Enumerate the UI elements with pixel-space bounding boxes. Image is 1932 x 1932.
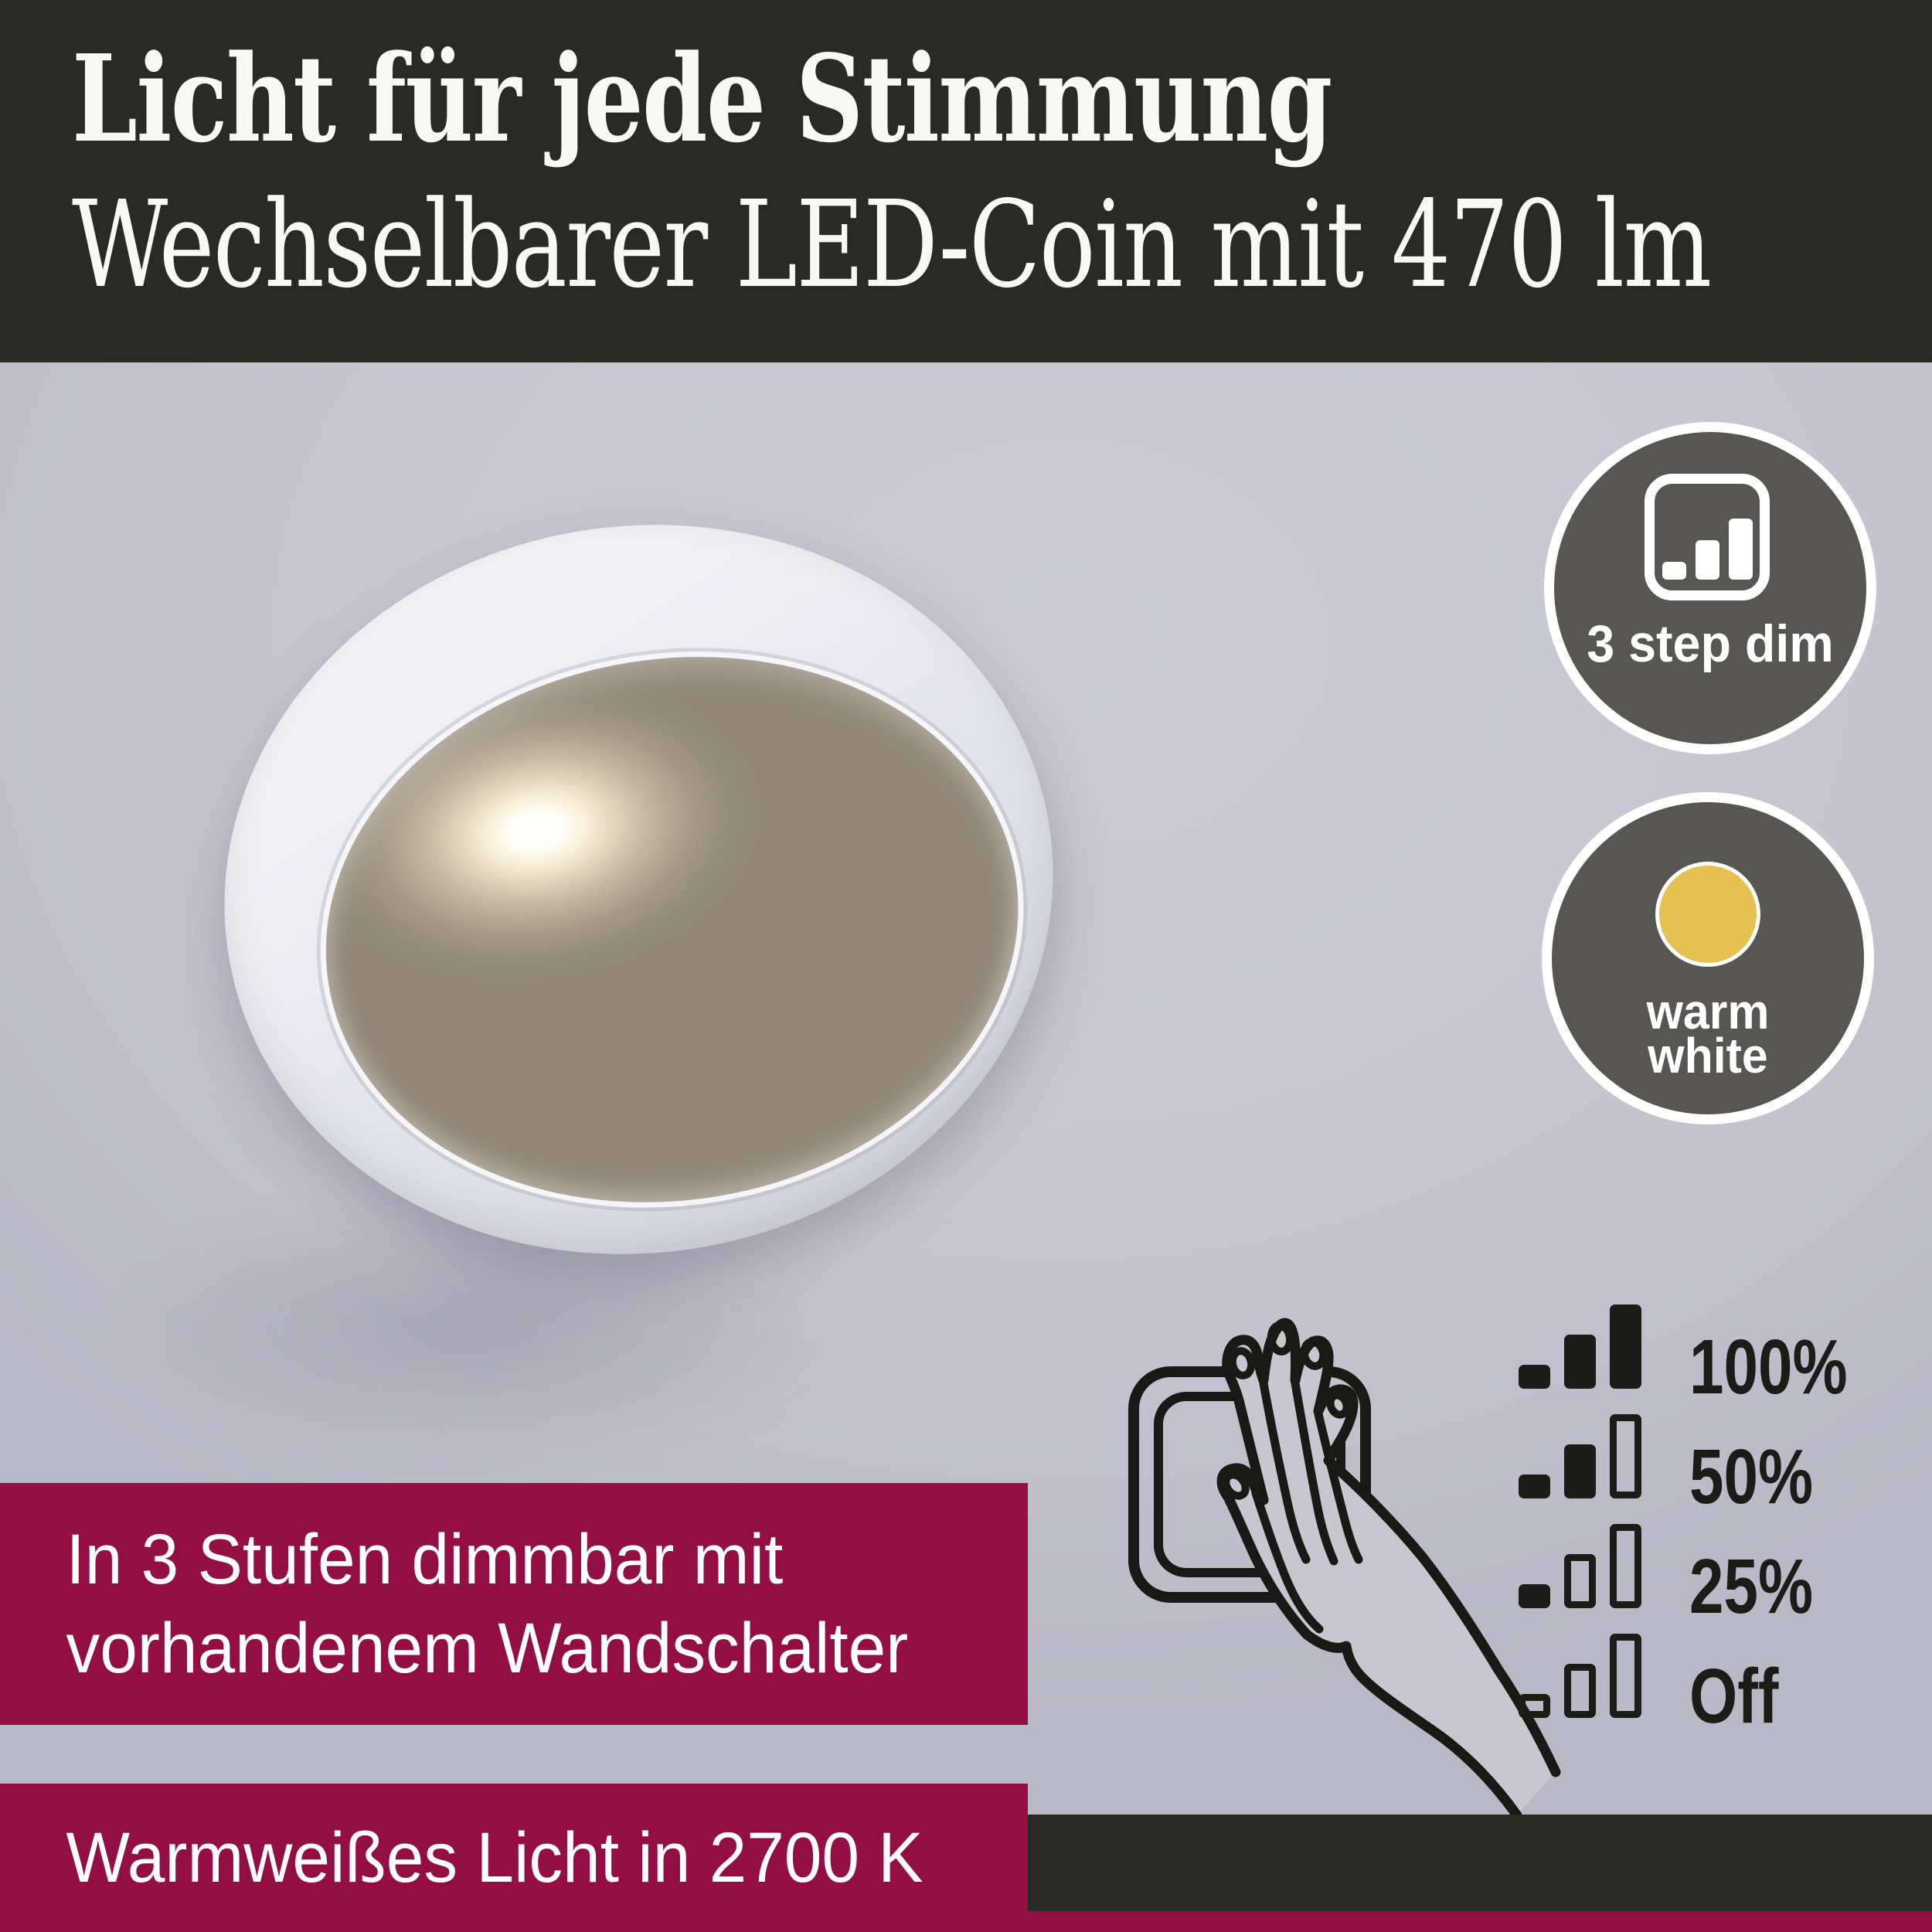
info-box-warm-light-text: Warmweißes Licht in 2700 K — [66, 1818, 923, 1897]
badge-warm-white-label: warm white — [1646, 984, 1770, 1083]
recessed-led-spot — [172, 465, 1106, 1314]
dim-level-row-25: 25% — [1519, 1524, 1844, 1625]
dim-bar-medium — [1564, 1554, 1596, 1608]
dim-bar-large — [1610, 1524, 1641, 1608]
header-banner: Licht für jede Stimmung Wechselbarer LED… — [0, 0, 1932, 362]
dim-level-row-off: Off — [1519, 1634, 1801, 1735]
dim-level-label: 25% — [1689, 1543, 1814, 1630]
dim-level-label: Off — [1689, 1653, 1779, 1740]
three-step-dim-icon — [1645, 474, 1770, 600]
warm-white-dot-icon — [1655, 862, 1760, 967]
headline: Licht für jede Stimmung — [72, 28, 1332, 169]
next-section-dark-panel — [1028, 1815, 1932, 1911]
dim-level-label: 50% — [1689, 1434, 1814, 1520]
dim-bar-large — [1610, 1634, 1641, 1718]
bottom-magenta-strip — [1028, 1911, 1932, 1932]
dim-bar-medium — [1564, 1335, 1596, 1389]
dim-bar-small — [1519, 1584, 1550, 1608]
dim-bar-small — [1519, 1475, 1550, 1498]
info-box-dimmable-line2: vorhandenem Wandschalter — [66, 1609, 909, 1688]
dim-level-label: 100% — [1689, 1324, 1848, 1410]
info-box-dimmable-line1: In 3 Stufen dimmbar mit — [66, 1520, 784, 1599]
dim-bar-large — [1610, 1304, 1641, 1389]
info-box-dimmable: In 3 Stufen dimmbar mit vorhandenem Wand… — [0, 1483, 1028, 1725]
info-box-warm-light: Warmweißes Licht in 2700 K — [0, 1784, 1028, 1932]
dim-bar-large — [1610, 1414, 1641, 1498]
dim-bar-medium — [1564, 1444, 1596, 1498]
dim-bar-small — [1519, 1365, 1550, 1389]
dim-bar-small — [1519, 1694, 1550, 1718]
badge-3-step-dim: 3 step dim — [1554, 432, 1866, 744]
badge-3-step-dim-label: 3 step dim — [1587, 614, 1834, 673]
dim-level-row-50: 50% — [1519, 1414, 1844, 1515]
dim-bar-medium — [1564, 1664, 1596, 1718]
badge-warm-white: warm white — [1552, 802, 1864, 1114]
dim-level-row-100: 100% — [1519, 1304, 1887, 1406]
subheadline: Wechselbarer LED-Coin mit 470 lm — [72, 175, 1712, 315]
hand-on-wall-switch-icon — [1128, 1318, 1561, 1816]
